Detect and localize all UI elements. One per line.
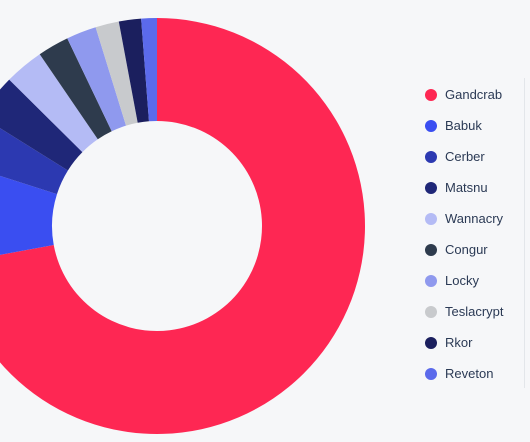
legend-swatch [425,274,437,287]
slice-congur[interactable] [39,38,112,140]
slice-wannacry[interactable] [9,54,98,153]
legend-swatch [425,88,437,101]
legend-label: Locky [445,273,479,288]
slice-matsnu[interactable] [0,79,83,171]
legend-swatch [425,243,437,256]
legend-item-matsnu[interactable]: Matsnu [425,172,530,203]
legend-label: Gandcrab [445,87,503,102]
legend-label: Rkor [445,335,473,350]
legend-label: Cerber [445,149,485,164]
chart-legend: Gandcrab Babuk Cerber Matsnu Wannacry Congur L… [425,79,530,389]
slice-cerber[interactable] [0,116,68,195]
slice-reveton[interactable] [141,18,157,122]
legend-swatch [425,150,437,163]
legend-item-teslacrypt[interactable]: Teslacrypt [425,296,530,327]
legend-swatch [425,367,437,380]
slice-babuk[interactable] [0,163,57,264]
legend-label: Reveton [445,366,494,381]
slice-teslacrypt[interactable] [95,21,138,126]
legend-item-babuk[interactable]: Babuk [425,110,530,141]
legend-swatch [425,181,437,194]
slice-gandcrab[interactable] [0,18,365,434]
legend-label: Wannacry [445,211,504,226]
legend-label: Congur [445,242,488,257]
legend-item-reveton[interactable]: Reveton [425,358,530,389]
legend-item-gandcrab[interactable]: Gandcrab [425,79,530,110]
legend-swatch [425,212,437,225]
legend-item-locky[interactable]: Locky [425,265,530,296]
legend-label: Matsnu [445,180,488,195]
legend-item-congur[interactable]: Congur [425,234,530,265]
legend-item-wannacry[interactable]: Wannacry [425,203,530,234]
legend-label: Babuk [445,118,482,133]
legend-swatch [425,336,437,349]
legend-swatch [425,305,437,318]
legend-swatch [425,119,437,132]
slice-locky[interactable] [67,27,127,132]
divider [524,78,525,388]
slice-rkor[interactable] [118,18,149,123]
legend-label: Teslacrypt [445,304,504,319]
legend-item-cerber[interactable]: Cerber [425,141,530,172]
legend-item-rkor[interactable]: Rkor [425,327,530,358]
